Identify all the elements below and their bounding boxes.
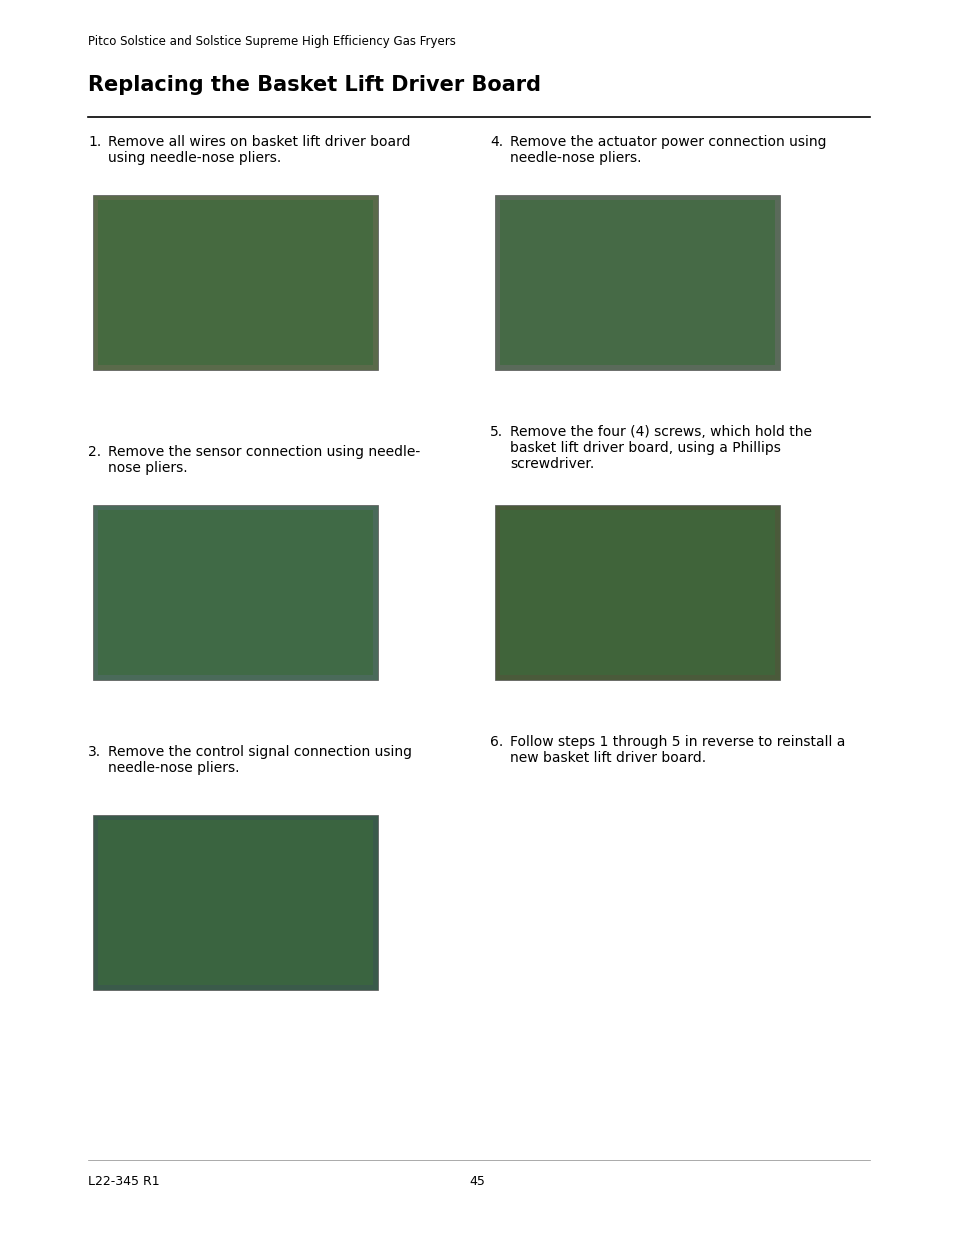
Text: Follow steps 1 through 5 in reverse to reinstall a
new basket lift driver board.: Follow steps 1 through 5 in reverse to r… [510,735,844,766]
Text: 45: 45 [469,1174,484,1188]
Text: 4.: 4. [490,135,502,149]
Text: 5.: 5. [490,425,502,438]
FancyBboxPatch shape [499,200,774,366]
Text: Remove the four (4) screws, which hold the
basket lift driver board, using a Phi: Remove the four (4) screws, which hold t… [510,425,811,472]
Text: Remove the sensor connection using needle-
nose pliers.: Remove the sensor connection using needl… [108,445,420,475]
FancyBboxPatch shape [499,510,774,676]
FancyBboxPatch shape [92,815,377,990]
Text: Remove the actuator power connection using
needle-nose pliers.: Remove the actuator power connection usi… [510,135,825,165]
FancyBboxPatch shape [98,200,373,366]
FancyBboxPatch shape [92,505,377,680]
FancyBboxPatch shape [495,195,780,370]
Text: Pitco Solstice and Solstice Supreme High Efficiency Gas Fryers: Pitco Solstice and Solstice Supreme High… [88,35,456,48]
Text: Remove all wires on basket lift driver board
using needle-nose pliers.: Remove all wires on basket lift driver b… [108,135,410,165]
Text: 1.: 1. [88,135,101,149]
Text: 3.: 3. [88,745,101,760]
Text: L22-345 R1: L22-345 R1 [88,1174,159,1188]
FancyBboxPatch shape [98,820,373,986]
Text: 2.: 2. [88,445,101,459]
Text: 6.: 6. [490,735,503,748]
Text: Remove the control signal connection using
needle-nose pliers.: Remove the control signal connection usi… [108,745,412,776]
Text: Replacing the Basket Lift Driver Board: Replacing the Basket Lift Driver Board [88,75,540,95]
FancyBboxPatch shape [92,195,377,370]
FancyBboxPatch shape [98,510,373,676]
FancyBboxPatch shape [495,505,780,680]
